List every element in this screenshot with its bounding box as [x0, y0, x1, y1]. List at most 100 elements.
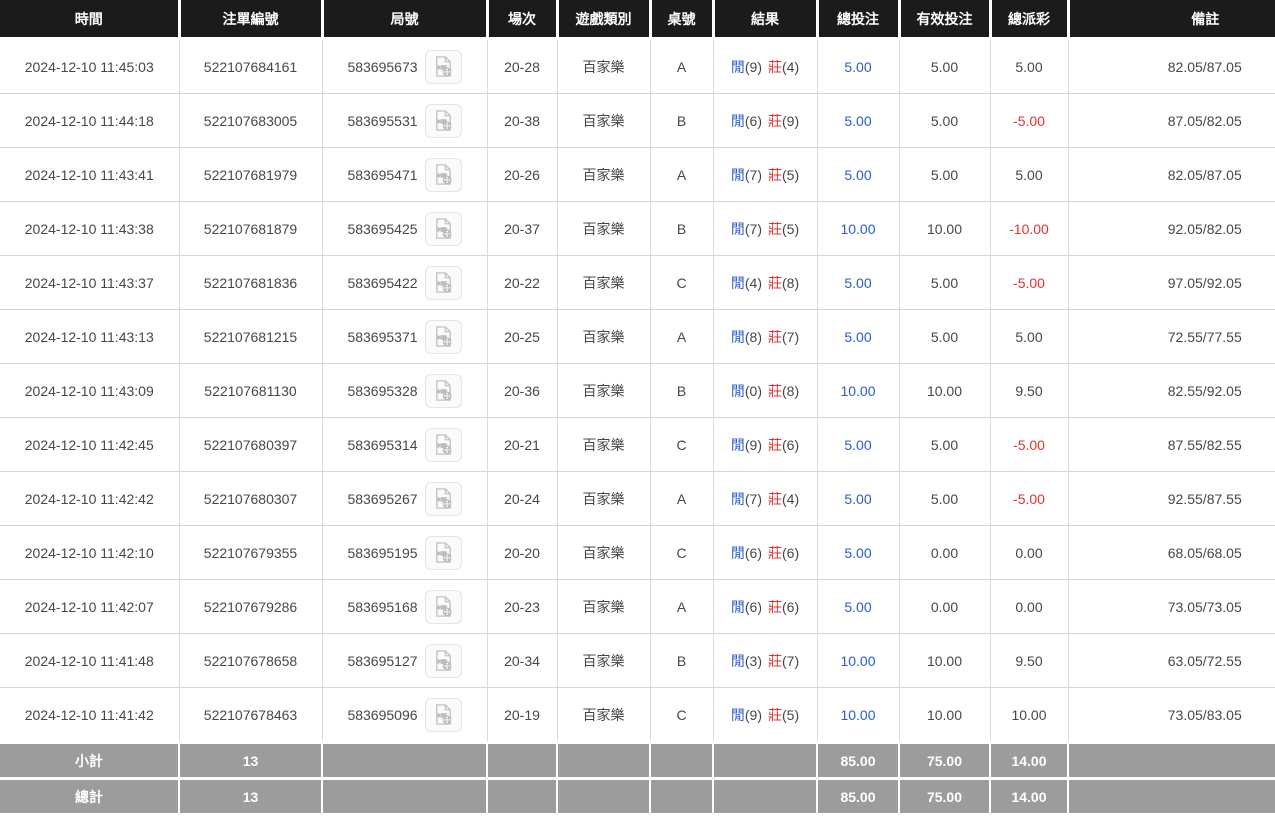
- player-score: (7): [744, 166, 762, 183]
- summary-valid-bet: 75.00: [899, 741, 991, 779]
- cell-valid-bet: 10.00: [899, 687, 991, 743]
- round-id-text: 583695328: [347, 382, 418, 399]
- cell-total-bet-link[interactable]: 5.00: [817, 579, 900, 634]
- banker-result-label: 莊: [768, 112, 782, 129]
- banker-result-label: 莊: [768, 598, 782, 615]
- cell-valid-bet: 10.00: [899, 633, 991, 688]
- cell-game-type: 百家樂: [557, 363, 651, 418]
- round-id-wrap: 583695471: [323, 157, 487, 192]
- cell-result: 閒(3) 莊(7): [713, 633, 818, 688]
- cell-time: 2024-12-10 11:42:42: [0, 471, 180, 526]
- cell-round-id: 583695195: [322, 525, 488, 580]
- player-score: (6): [744, 544, 762, 561]
- round-id-text: 583695422: [347, 274, 418, 291]
- round-id-text: 583695127: [347, 652, 418, 669]
- video-replay-button[interactable]: [424, 211, 462, 246]
- cell-total-bet-link[interactable]: 10.00: [817, 363, 900, 418]
- player-result-label: 閒: [730, 598, 745, 615]
- cell-time: 2024-12-10 11:43:38: [0, 201, 180, 256]
- player-result-label: 閒: [730, 436, 745, 453]
- video-replay-button[interactable]: [424, 265, 462, 300]
- banker-result-label: 莊: [768, 382, 782, 399]
- player-result-label: 閒: [730, 220, 745, 237]
- video-replay-button[interactable]: [424, 481, 462, 516]
- cell-session: 20-34: [487, 633, 558, 688]
- banker-result-label: 莊: [768, 490, 782, 507]
- cell-result: 閒(8) 莊(7): [713, 309, 818, 364]
- video-replay-button[interactable]: [424, 697, 462, 732]
- cell-bet-id: 522107684161: [179, 38, 323, 94]
- cell-round-id: 583695673: [322, 38, 488, 94]
- summary-empty-cell: [650, 741, 714, 779]
- round-id-text: 583695168: [347, 598, 418, 615]
- video-replay-button[interactable]: [424, 319, 462, 354]
- cell-game-type: 百家樂: [557, 471, 651, 526]
- cell-total-bet-link[interactable]: 5.00: [817, 38, 900, 94]
- cell-total-bet-link[interactable]: 10.00: [817, 633, 900, 688]
- video-replay-button[interactable]: [424, 49, 462, 84]
- video-replay-button[interactable]: [424, 157, 462, 192]
- cell-remark: 73.05/83.05: [1068, 687, 1275, 743]
- round-id-text: 583695425: [347, 220, 418, 237]
- cell-total-bet-link[interactable]: 5.00: [817, 471, 900, 526]
- cell-round-id: 583695371: [322, 309, 488, 364]
- table-row: 2024-12-10 11:42:07 522107679286 5836951…: [0, 579, 1275, 634]
- video-replay-button[interactable]: [424, 535, 462, 570]
- summary-count: 13: [179, 741, 323, 779]
- cell-total-bet-link[interactable]: 5.00: [817, 255, 900, 310]
- column-header-session: 場次: [487, 0, 559, 40]
- video-replay-button[interactable]: [424, 589, 462, 624]
- column-header-time: 時間: [0, 0, 181, 40]
- cell-table-code: B: [650, 633, 714, 688]
- round-id-text: 583695195: [347, 544, 418, 561]
- round-id-wrap: 583695096: [323, 697, 487, 732]
- summary-payout: 14.00: [990, 777, 1069, 813]
- table-row: 2024-12-10 11:45:03 522107684161 5836956…: [0, 38, 1275, 94]
- cell-total-bet-link[interactable]: 5.00: [817, 417, 900, 472]
- cell-result: 閒(6) 莊(6): [713, 525, 818, 580]
- round-id-wrap: 583695127: [323, 643, 487, 678]
- cell-remark: 87.05/82.05: [1068, 93, 1275, 148]
- banker-result-label: 莊: [768, 220, 782, 237]
- cell-payout: -5.00: [990, 471, 1069, 526]
- cell-time: 2024-12-10 11:43:41: [0, 147, 180, 202]
- banker-score: (9): [782, 112, 800, 129]
- cell-remark: 82.55/92.05: [1068, 363, 1275, 418]
- summary-total-bet: 85.00: [817, 741, 900, 779]
- cell-round-id: 583695314: [322, 417, 488, 472]
- cell-time: 2024-12-10 11:42:45: [0, 417, 180, 472]
- cell-valid-bet: 5.00: [899, 38, 991, 94]
- cell-total-bet-link[interactable]: 5.00: [817, 525, 900, 580]
- cell-payout: -5.00: [990, 255, 1069, 310]
- summary-empty-cell: [487, 777, 558, 813]
- cell-total-bet-link[interactable]: 5.00: [817, 93, 900, 148]
- cell-total-bet-link[interactable]: 10.00: [817, 201, 900, 256]
- cell-result: 閒(9) 莊(5): [713, 687, 818, 743]
- summary-empty-cell: [713, 741, 818, 779]
- player-score: (0): [744, 382, 762, 399]
- banker-score: (6): [782, 544, 800, 561]
- cell-total-bet-link[interactable]: 5.00: [817, 147, 900, 202]
- column-header-game-type: 遊戲類別: [557, 0, 652, 40]
- video-replay-button[interactable]: [424, 643, 462, 678]
- player-result-label: 閒: [730, 544, 745, 561]
- cell-remark: 72.55/77.55: [1068, 309, 1275, 364]
- cell-result: 閒(7) 莊(5): [713, 201, 818, 256]
- video-replay-button[interactable]: [424, 427, 462, 462]
- banker-result-label: 莊: [768, 328, 782, 345]
- cell-total-bet-link[interactable]: 5.00: [817, 309, 900, 364]
- video-replay-button[interactable]: [424, 103, 462, 138]
- banker-score: (4): [782, 58, 800, 75]
- cell-time: 2024-12-10 11:43:37: [0, 255, 180, 310]
- video-replay-button[interactable]: [424, 373, 462, 408]
- cell-payout: 9.50: [990, 633, 1069, 688]
- table-row: 2024-12-10 11:44:18 522107683005 5836955…: [0, 93, 1275, 148]
- cell-session: 20-19: [487, 687, 558, 743]
- player-score: (9): [744, 58, 762, 75]
- cell-valid-bet: 10.00: [899, 201, 991, 256]
- cell-valid-bet: 5.00: [899, 147, 991, 202]
- cell-payout: -5.00: [990, 93, 1069, 148]
- video-replay-icon: [432, 541, 455, 564]
- cell-total-bet-link[interactable]: 10.00: [817, 687, 900, 743]
